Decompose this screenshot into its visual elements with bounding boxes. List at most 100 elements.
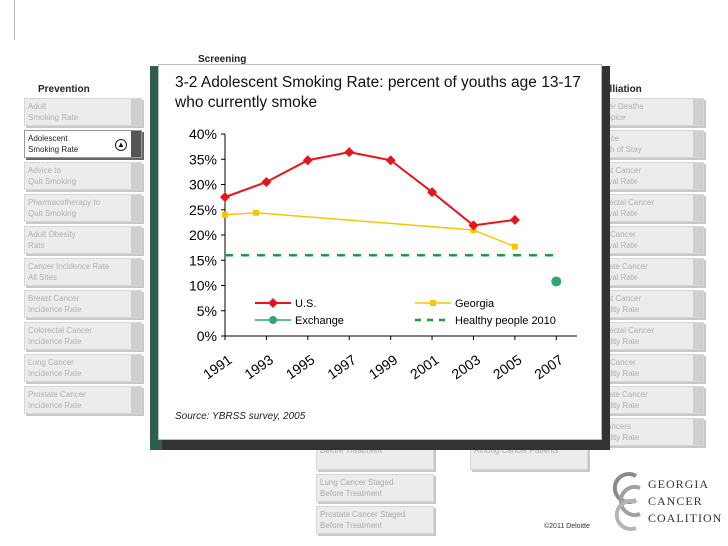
tile-line-2: Quit Smoking [28, 177, 77, 186]
logo-line-1: GEORGIA [648, 477, 709, 491]
prevention-title: Prevention [38, 84, 90, 95]
screening-tile-prostate-staged[interactable]: Prostate Cancer Staged Before Treatment [316, 506, 434, 534]
tile-line-1: Pharmacotherapy to [28, 198, 101, 207]
tile-line-1: Prostate Cancer [590, 262, 648, 271]
tile-edge [693, 227, 703, 253]
prevention-tile[interactable]: Cancer Incidence Rate All Sites [24, 258, 142, 286]
tile-line-1: Lung Cancer Staged [320, 478, 394, 487]
tile-line-2: Rats [28, 241, 45, 250]
tile-line-2: Incidence Rate [28, 401, 82, 410]
tile-line-1: Prostate Cancer Staged [320, 510, 406, 519]
tile-line-1: Prostate Cancer [590, 390, 648, 399]
georgia-cancer-coalition-logo: GEORGIA CANCER COALITION [606, 470, 722, 532]
tile-line-1: Lung Cancer [590, 358, 636, 367]
tile-line-2: Mortality Rate [590, 369, 640, 378]
us-point [261, 176, 272, 187]
prevention-tile[interactable]: Breast Cancer Incidence Rate [24, 290, 142, 318]
tile-line-2: Incidence Rate [28, 337, 82, 346]
tile-line-1: Prostate Cancer [28, 390, 86, 399]
us-point [509, 214, 520, 225]
line-chart: 0%5%10%15%20%25%30%35%40%1991 1993 1995 199… [189, 126, 577, 382]
legend-us-label: U.S. [295, 298, 316, 310]
tile-edge [131, 387, 141, 413]
tile-line-2: Smoking Rate [28, 113, 79, 122]
tile-line-2: Quit Smoking [28, 209, 77, 218]
prevention-tile[interactable]: Lung Cancer Incidence Rate [24, 354, 142, 382]
tile-line-2: Survival Rate [590, 209, 638, 218]
tile-line-1: Cancer Deaths [590, 102, 644, 111]
prevention-tile[interactable]: Advice to Quit Smoking [24, 162, 142, 190]
series-georgia-line [224, 212, 516, 248]
chart-source: Source: YBRSS survey, 2005 [175, 411, 306, 422]
tile-line-2: Length of Stay [590, 145, 642, 154]
tile-line-2: Smoking Rate [28, 145, 79, 154]
prevention-tile[interactable]: Colorectal Cancer Incidence Rate [24, 322, 142, 350]
y-tick-label: 35% [189, 151, 217, 167]
tile-line-2: Before Treatment [320, 521, 382, 530]
tile-edge [131, 131, 141, 157]
legend-exchange-label: Exchange [295, 315, 344, 327]
us-point [427, 187, 438, 198]
tile-edge [693, 195, 703, 221]
tile-edge [693, 355, 703, 381]
tile-edge [693, 419, 703, 445]
legend-exchange-marker [269, 316, 277, 324]
prevention-tile[interactable]: Adult Obesity Rats [24, 226, 142, 254]
y-tick-label: 25% [189, 202, 217, 218]
prevention-tile[interactable]: Prostate Cancer Incidence Rate [24, 386, 142, 414]
x-tick-label: 1993 [241, 351, 276, 382]
tile-line-2: Survival Rate [590, 177, 638, 186]
tile-edge [693, 163, 703, 189]
prevention-tile[interactable]: Pharmacotherapy to Quit Smoking [24, 194, 142, 222]
logo-line-2: CANCER [648, 494, 703, 508]
tile-edge [131, 291, 141, 317]
y-tick-label: 30% [189, 177, 217, 193]
series-us-line [224, 151, 516, 227]
us-point [468, 220, 479, 231]
x-tick-label: 1999 [366, 351, 401, 382]
tile-line-2: Mortality Rate [590, 305, 640, 314]
legend-georgia-label: Georgia [455, 298, 495, 310]
logo-text: GEORGIA CANCER COALITION [648, 476, 722, 527]
tile-line-1: Advice to [28, 166, 61, 175]
tile-edge [131, 163, 141, 189]
tile-line-1: Colorectal Cancer [590, 326, 655, 335]
logo-mark-icon [612, 472, 641, 531]
tile-line-2: Before Treatment [320, 489, 382, 498]
x-tick-label: 2007 [531, 351, 566, 382]
tile-line-2: Mortality Rate [590, 337, 640, 346]
copyright: ©2011 Deloitte [544, 523, 590, 530]
tile-line-1: Cancer Incidence Rate [28, 262, 110, 271]
tile-line-2: Survival Rate [590, 241, 638, 250]
tile-line-2: Survival Rate [590, 273, 638, 282]
tile-edge [693, 131, 703, 157]
exchange-point [551, 276, 562, 287]
tile-edge [131, 99, 141, 125]
x-tick-label: 1991 [200, 351, 235, 382]
georgia-point [253, 209, 260, 216]
divider [14, 0, 15, 40]
tile-line-2: Incidence Rate [28, 305, 82, 314]
x-tick-label: 1997 [324, 351, 359, 382]
chart-title: 3-2 Adolescent Smoking Rate: percent of … [175, 74, 581, 111]
y-tick-label: 5% [197, 303, 217, 319]
logo-line-3: COALITION [648, 511, 723, 525]
prevention-tile[interactable]: Adolescent Smoking Rate ▲ [24, 130, 142, 158]
tile-line-2: All Sites [28, 273, 57, 282]
tile-line-2: Mortality Rate [590, 433, 640, 442]
tile-line-1: Adolescent [28, 134, 68, 143]
tile-line-2: Before Treatment [320, 446, 382, 455]
georgia-point [222, 211, 228, 218]
x-tick-label: 1995 [283, 351, 318, 382]
tile-line-1: Adult [28, 102, 47, 111]
y-tick-label: 20% [189, 227, 217, 243]
y-tick-label: 10% [189, 278, 217, 294]
prevention-tile[interactable]: Adult Smoking Rate [24, 98, 142, 126]
tile-edge [693, 259, 703, 285]
tile-line-1: Adult Obesity [28, 230, 76, 239]
y-tick-label: 0% [197, 328, 217, 344]
tile-edge [693, 291, 703, 317]
screening-tile-lung-staged[interactable]: Lung Cancer Staged Before Treatment [316, 474, 434, 502]
tile-edge [131, 227, 141, 253]
chart-popup[interactable]: 3-2 Adolescent Smoking Rate: percent of … [158, 64, 602, 440]
